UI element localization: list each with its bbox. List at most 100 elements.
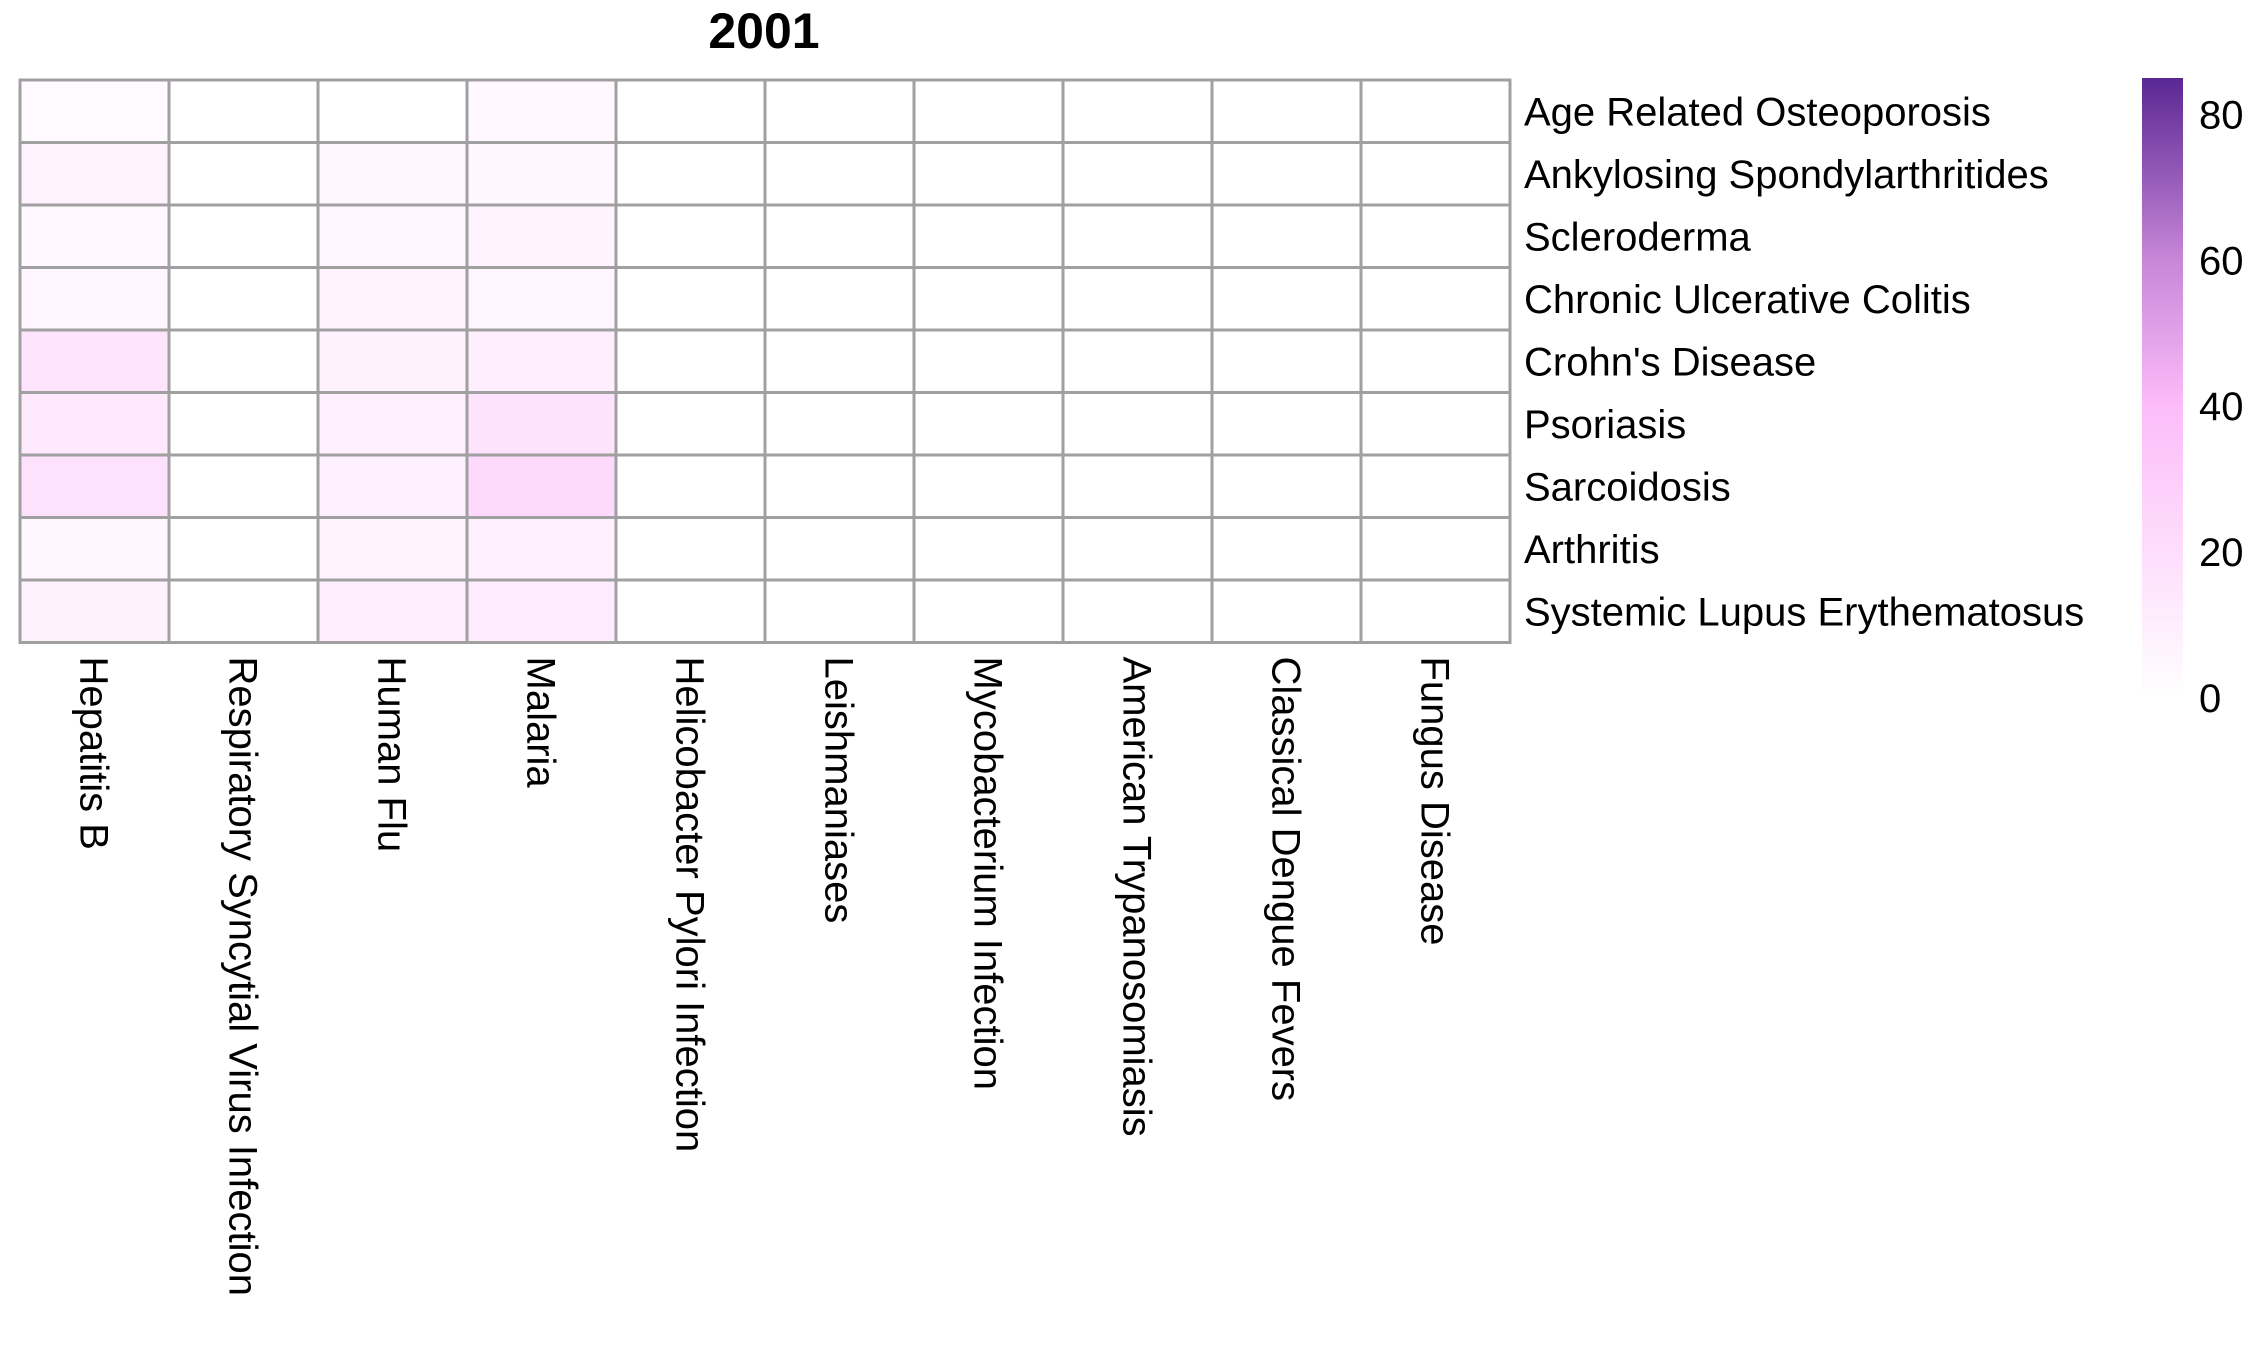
heatmap-cell [1359, 78, 1512, 144]
heatmap-cell [1210, 141, 1363, 207]
heatmap-cell [763, 203, 916, 269]
heatmap-cell [316, 578, 469, 644]
column-label: Classical Dengue Fevers [1264, 657, 1308, 1102]
legend-tick-label: 80 [2199, 93, 2244, 137]
heatmap-cell [167, 578, 320, 644]
heatmap-cell [316, 516, 469, 582]
heatmap-cell [316, 453, 469, 519]
heatmap-cell [1061, 328, 1214, 394]
row-labels: Age Related Osteoporosis Ankylosing Spond… [1524, 90, 2084, 634]
heatmap-cell [1061, 453, 1214, 519]
heatmap-cell [316, 78, 469, 144]
heatmap-cell [1061, 78, 1214, 144]
color-legend: 0 20 40 60 80 [2142, 78, 2244, 721]
heatmap-cell [1359, 578, 1512, 644]
legend-color-bar [2142, 78, 2183, 698]
heatmap-cell [1210, 328, 1363, 394]
heatmap-cell [1210, 453, 1363, 519]
heatmap-cell [614, 141, 767, 207]
column-label: American Trypanosomiasis [1115, 657, 1159, 1137]
heatmap-cell [1359, 141, 1512, 207]
heatmap-cell [1210, 78, 1363, 144]
heatmap-cell [1210, 391, 1363, 457]
heatmap-cell [763, 516, 916, 582]
heatmap-cell [316, 203, 469, 269]
heatmap-cell [614, 391, 767, 457]
heatmap-cell [1210, 516, 1363, 582]
heatmap-cell [1210, 266, 1363, 332]
legend-tick-label: 20 [2199, 531, 2244, 575]
heatmap-cell [912, 453, 1065, 519]
heatmap-cell [1359, 516, 1512, 582]
heatmap-cell [912, 266, 1065, 332]
heatmap-cell [1359, 328, 1512, 394]
heatmap-cell [316, 391, 469, 457]
row-label: Ankylosing Spondylarthritides [1524, 153, 2049, 197]
heatmap-cell [614, 266, 767, 332]
heatmap-cell [465, 578, 618, 644]
heatmap-cell [763, 141, 916, 207]
row-label: Arthritis [1524, 528, 1660, 572]
heatmap-cell [912, 203, 1065, 269]
heatmap-cell [1359, 453, 1512, 519]
heatmap-cell [18, 516, 171, 582]
heatmap-cell [465, 141, 618, 207]
heatmap-cell [167, 141, 320, 207]
column-label: Hepatitis B [72, 657, 116, 850]
heatmap-cell [1359, 391, 1512, 457]
heatmap-cell [316, 328, 469, 394]
column-label: Leishmaniases [817, 657, 861, 924]
row-label: Age Related Osteoporosis [1524, 90, 1991, 134]
heatmap-cell [763, 328, 916, 394]
heatmap-cell [1061, 391, 1214, 457]
heatmap-cell [1359, 266, 1512, 332]
heatmap-cell [1061, 141, 1214, 207]
heatmap-cell [912, 578, 1065, 644]
heatmap-cell [18, 328, 171, 394]
heatmap-cell [167, 328, 320, 394]
heatmap-cell [1359, 203, 1512, 269]
heatmap-cell [18, 203, 171, 269]
heatmap-cell [614, 78, 767, 144]
heatmap-cell [18, 141, 171, 207]
row-label: Chronic Ulcerative Colitis [1524, 278, 1971, 322]
heatmap-cell [1210, 203, 1363, 269]
heatmap-cells [18, 78, 1512, 644]
row-label: Scleroderma [1524, 215, 1752, 259]
heatmap-cell [465, 453, 618, 519]
heatmap-cell [167, 78, 320, 144]
column-label: Fungus Disease [1413, 657, 1457, 946]
heatmap-cell [316, 141, 469, 207]
row-label: Systemic Lupus Erythematosus [1524, 590, 2084, 634]
heatmap-cell [1210, 578, 1363, 644]
column-label: Mycobacterium Infection [966, 657, 1010, 1091]
legend-tick-label: 40 [2199, 385, 2244, 429]
heatmap-cell [614, 203, 767, 269]
column-label: Human Flu [370, 657, 414, 853]
column-label: Respiratory Syncytial Virus Infection [221, 657, 265, 1297]
heatmap-cell [465, 516, 618, 582]
row-label: Psoriasis [1524, 403, 1686, 447]
heatmap-cell [18, 78, 171, 144]
legend-tick-label: 0 [2199, 677, 2221, 721]
heatmap-cell [763, 266, 916, 332]
heatmap-cell [18, 391, 171, 457]
heatmap-cell [316, 266, 469, 332]
heatmap-cell [614, 328, 767, 394]
heatmap-cell [167, 516, 320, 582]
heatmap-cell [1061, 516, 1214, 582]
heatmap-cell [465, 266, 618, 332]
heatmap-cell [18, 578, 171, 644]
heatmap-cell [912, 391, 1065, 457]
heatmap-cell [763, 578, 916, 644]
heatmap-cell [167, 266, 320, 332]
heatmap-cell [465, 391, 618, 457]
column-label: Malaria [519, 657, 563, 789]
heatmap-cell [18, 453, 171, 519]
heatmap-cell [167, 391, 320, 457]
chart-title: 2001 [708, 3, 819, 59]
heatmap-cell [912, 516, 1065, 582]
heatmap-cell [167, 203, 320, 269]
heatmap-cell [614, 453, 767, 519]
